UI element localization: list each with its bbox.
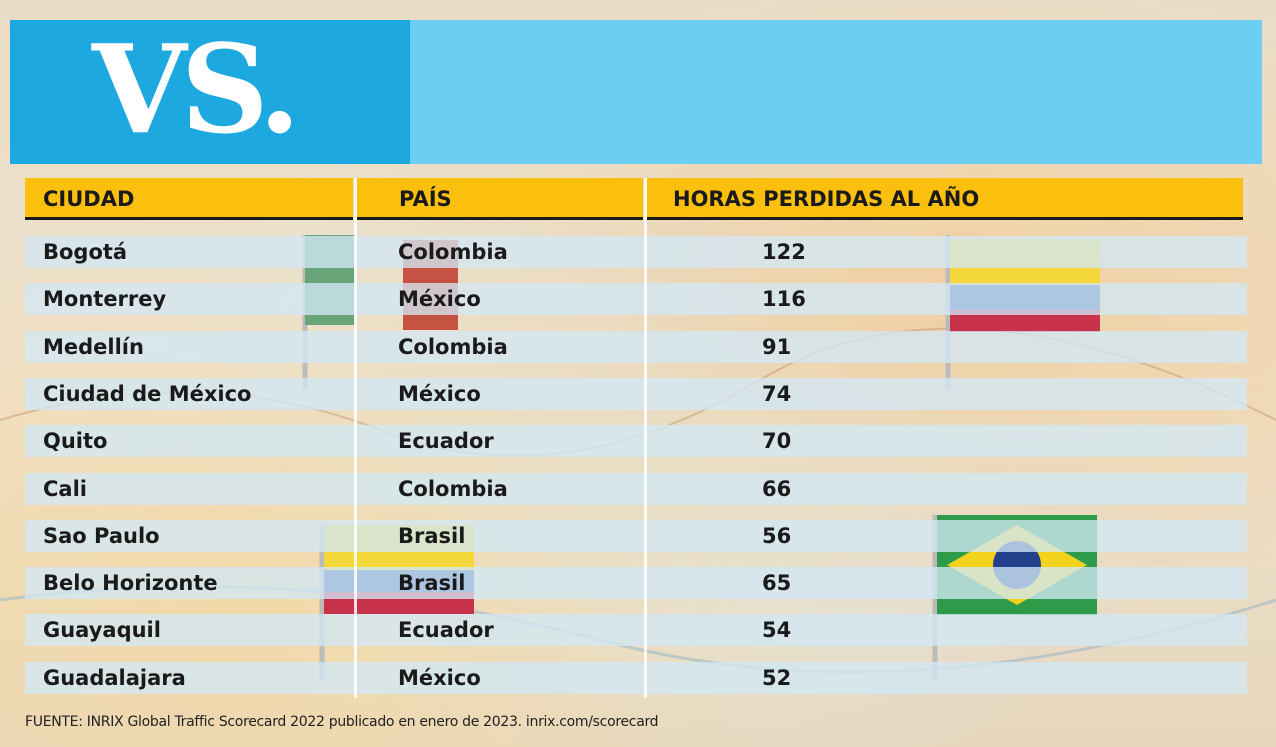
table-cell: Colombia <box>398 334 508 359</box>
table-cell: Cali <box>43 476 87 501</box>
column-header: PAÍS <box>357 178 643 220</box>
table-cell: 70 <box>762 429 792 454</box>
row-stripe <box>25 567 1247 600</box>
column-header: CIUDAD <box>25 178 353 220</box>
table-cell: 116 <box>762 287 806 312</box>
table-cell: 66 <box>762 476 792 501</box>
title: VS. <box>92 17 301 161</box>
source-note: FUENTE: INRIX Global Traffic Scorecard 2… <box>25 714 659 730</box>
row-stripe <box>25 236 1247 268</box>
row-stripe <box>25 330 1247 363</box>
table-cell: Bogotá <box>43 240 128 264</box>
table-cell: Medellín <box>43 334 144 359</box>
column-header: HORAS PERDIDAS AL AÑO <box>647 178 1243 220</box>
column-divider <box>354 178 357 698</box>
table-cell: Guadalajara <box>43 665 186 690</box>
row-stripe <box>25 425 1247 458</box>
row-stripe <box>25 377 1247 410</box>
row-stripe <box>25 519 1247 552</box>
table-cell: Quito <box>43 429 108 454</box>
table-cell: Brasil <box>398 571 466 596</box>
table-cell: Sao Paulo <box>43 523 160 548</box>
table-cell: Monterrey <box>43 287 167 312</box>
column-divider <box>644 178 647 698</box>
row-stripe <box>25 283 1247 316</box>
table-cell: 122 <box>762 240 806 264</box>
table-cell: México <box>398 381 481 406</box>
table-cell: Colombia <box>398 476 508 501</box>
table-cell: Ecuador <box>398 429 494 454</box>
table-cell: 91 <box>762 334 792 359</box>
table-cell: 54 <box>762 618 792 643</box>
table-cell: 65 <box>762 571 792 596</box>
row-stripe <box>25 472 1247 505</box>
table-cell: 52 <box>762 665 792 690</box>
table-cell: 56 <box>762 523 792 548</box>
title-box <box>10 20 410 164</box>
row-stripe <box>25 661 1247 694</box>
table-cell: Brasil <box>398 523 466 548</box>
table-cell: Guayaquil <box>43 618 161 643</box>
table-cell: Ecuador <box>398 618 494 643</box>
table-cell: Belo Horizonte <box>43 571 218 596</box>
row-stripe <box>25 614 1247 647</box>
table-cell: México <box>398 287 481 312</box>
table-cell: Ciudad de México <box>43 381 252 406</box>
table-cell: Colombia <box>398 240 508 264</box>
table-cell: México <box>398 665 481 690</box>
title-bar <box>410 20 1262 164</box>
table-cell: 74 <box>762 381 792 406</box>
